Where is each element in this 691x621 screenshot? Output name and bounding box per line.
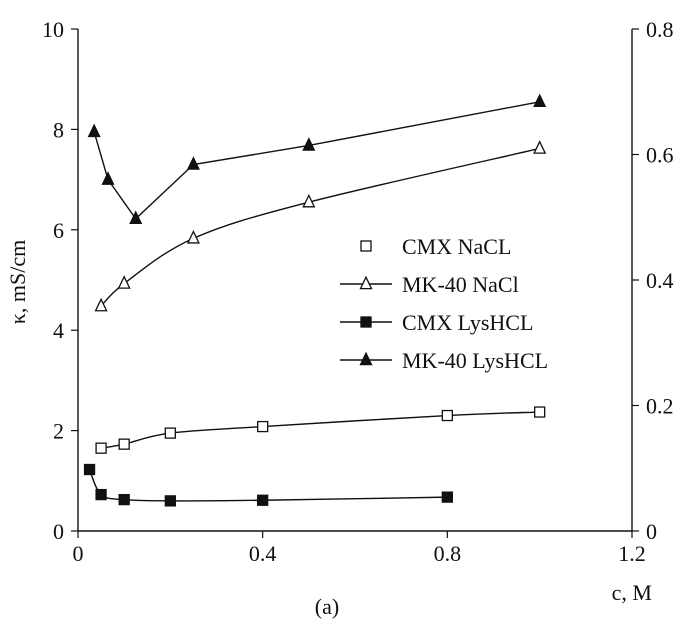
data-point [533,93,547,108]
y-right-tick-label: 0 [646,519,657,544]
x-tick-label: 0.4 [249,541,277,566]
data-point [302,193,316,208]
y-axis-title: κ, mS/cm [5,240,30,324]
data-point [533,140,547,154]
data-point [87,123,101,138]
y-right-tick-label: 0.4 [646,268,674,293]
data-point [302,137,316,151]
data-point [118,438,130,450]
legend-item: CMX NaCL [360,234,511,259]
data-point [164,427,176,439]
data-point [95,442,107,454]
legend-label: MK-40 NaCl [402,272,519,297]
data-point [94,297,108,312]
y-left-tick-label: 2 [53,419,64,444]
y-left-tick-label: 8 [53,117,64,142]
series-0 [95,406,546,454]
y-left-tick-label: 10 [42,17,64,42]
legend-item: MK-40 NaCl [340,272,519,297]
figure-caption: (a) [315,594,339,619]
data-point [117,275,131,289]
x-axis-title: c, M [612,580,652,605]
y-right-tick-label: 0.6 [646,143,674,168]
legend: CMX NaCL MK-40 NaCl CMX LysHCL MK-40 LysHCL [340,234,548,373]
data-point [186,230,200,244]
x-tick-label: 1.2 [618,541,646,566]
series-3 [87,93,547,225]
data-point [441,491,453,503]
legend-marker [360,316,372,328]
data-point [83,463,96,476]
data-point [186,156,200,170]
data-point [129,210,143,225]
series-line [88,469,448,502]
data-point [534,406,546,418]
data-point [164,495,176,507]
y-right-tick-label: 0.2 [646,394,674,419]
legend-marker [360,240,372,252]
data-point [95,488,107,501]
x-tick-label: 0.8 [434,541,462,566]
x-tick-label: 0 [73,541,84,566]
data-point [257,494,269,506]
legend-label: CMX LysHCL [402,310,533,335]
series-1 [94,140,547,312]
legend-item: MK-40 LysHCL [340,348,548,373]
data-point [118,493,130,506]
legend-label: CMX NaCL [402,234,511,259]
legend-marker [359,275,373,290]
y-left-tick-label: 0 [53,519,64,544]
data-point [441,409,453,422]
y-right-tick-label: 0.8 [646,17,674,42]
y-left-tick-label: 6 [53,218,64,243]
legend-label: MK-40 LysHCL [402,348,548,373]
data-point [257,420,269,433]
series-2 [83,463,453,507]
y-left-tick-label: 4 [53,318,64,343]
series-line [93,101,540,220]
legend-marker [359,351,373,366]
legend-item: CMX LysHCL [340,310,533,335]
series-layer [83,93,547,507]
data-point [101,171,115,185]
